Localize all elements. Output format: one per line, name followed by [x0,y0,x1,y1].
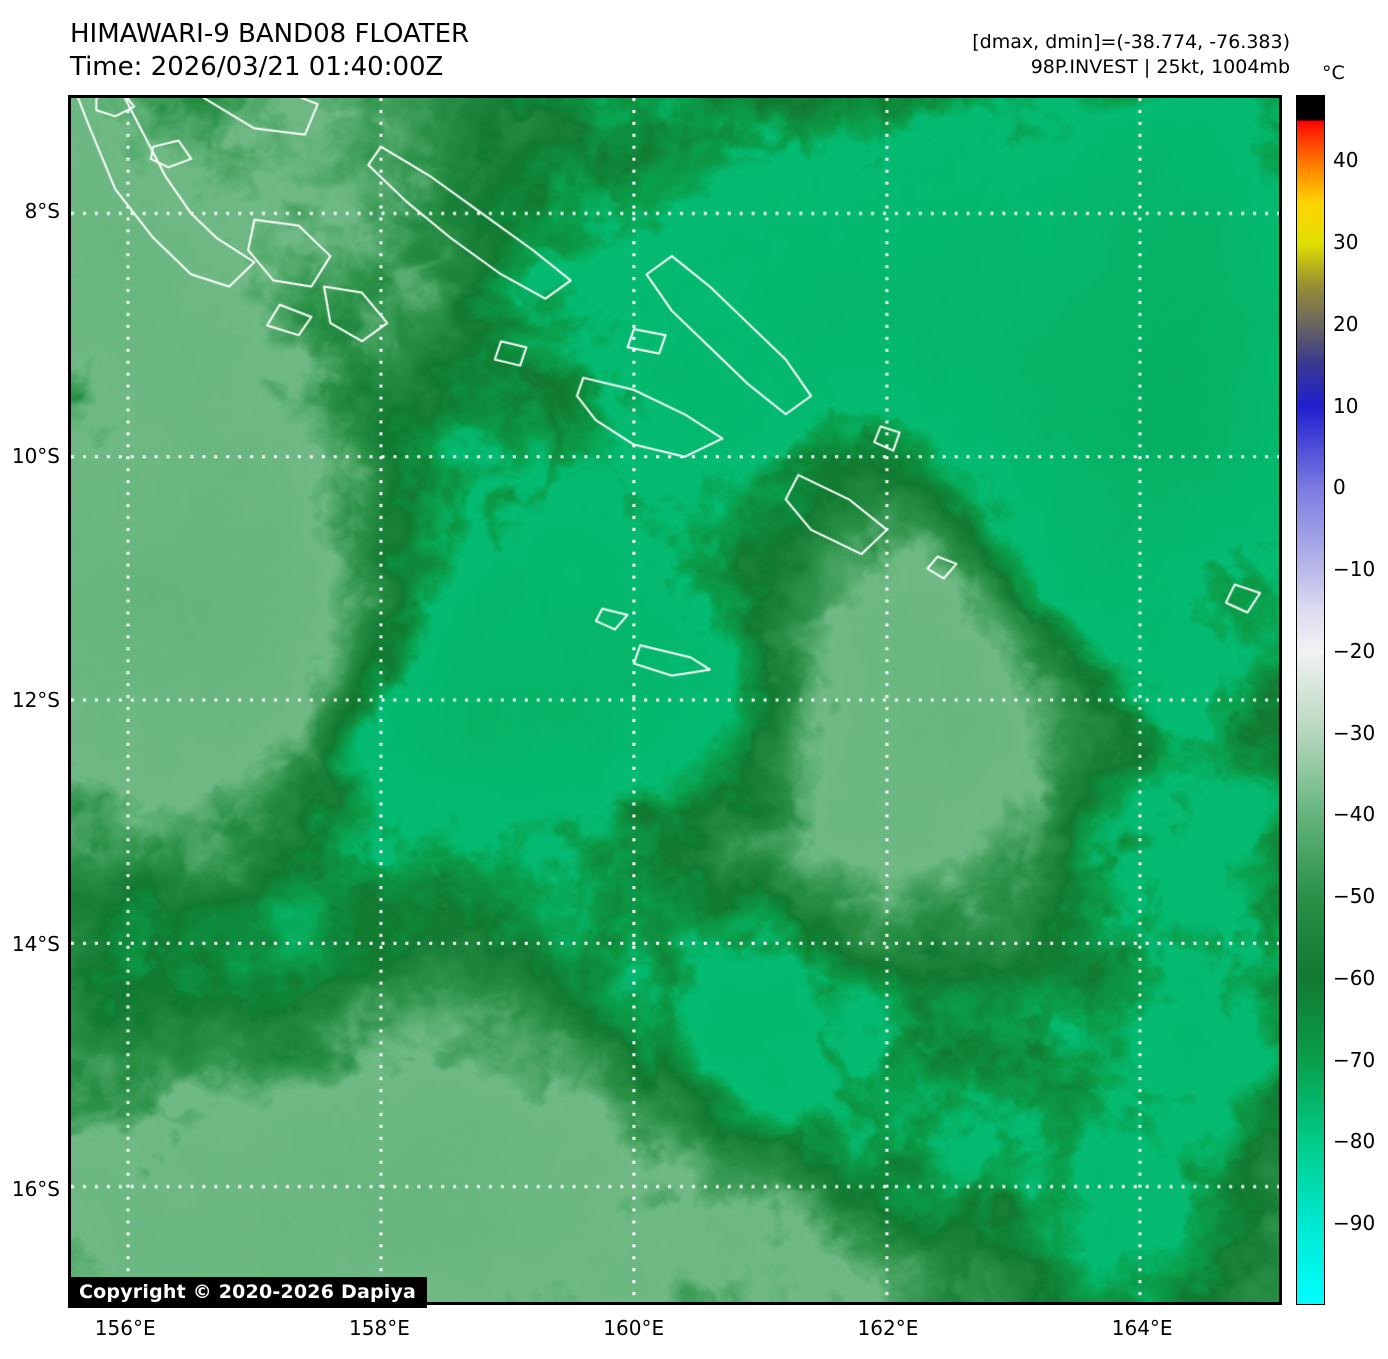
longitude-tick-label: 164°E [1111,1316,1173,1340]
colorbar-tick-label: −40 [1333,802,1376,827]
satellite-brightness-temperature-field [71,98,1279,1302]
colorbar-gradient [1297,96,1324,1304]
longitude-tick-label: 162°E [857,1316,919,1340]
copyright-watermark: Copyright © 2020-2026 Dapiya [68,1277,428,1308]
colorbar-tick-label: −50 [1333,884,1376,909]
latitude-tick-label: 10°S [11,443,60,468]
colorbar-tick-label: −90 [1333,1211,1376,1236]
latitude-tick-label: 12°S [11,688,60,712]
page-title: HIMAWARI-9 BAND08 FLOATER [70,19,470,49]
colorbar-tick-label: 30 [1333,230,1359,255]
timestamp-label: Time: 2026/03/21 01:40:00Z [70,52,444,83]
header-title-block: HIMAWARI-9 BAND08 FLOATER Time: 2026/03/… [70,18,469,85]
storm-info-label: 98P.INVEST | 25kt, 1004mb [1030,55,1290,78]
longitude-tick-label: 160°E [603,1316,665,1340]
colorbar-tick-label: 20 [1333,311,1359,336]
latitude-tick-label: 8°S [24,199,60,224]
latitude-tick-label: 16°S [11,1176,60,1201]
colorbar-tick-label: −10 [1333,557,1376,582]
colorbar-tick-label: −20 [1333,638,1376,663]
temperature-colorbar[interactable] [1296,95,1325,1305]
colorbar-unit-label: °C [1322,62,1345,84]
colorbar-tick-label: −60 [1333,965,1376,990]
longitude-tick-label: 156°E [94,1316,156,1340]
data-minmax-label: [dmax, dmin]=(-38.774, -76.383) [972,31,1290,53]
longitude-tick-label: 158°E [349,1316,410,1340]
colorbar-tick-label: 40 [1333,148,1359,173]
colorbar-tick-label: −30 [1333,720,1376,745]
latitude-tick-label: 14°S [11,932,60,957]
colorbar-tick-label: −80 [1333,1129,1376,1154]
colorbar-tick-label: −70 [1333,1047,1376,1072]
header-meta-block: [dmax, dmin]=(-38.774, -76.383) 98P.INVE… [972,30,1290,79]
colorbar-tick-label: 10 [1333,393,1359,418]
satellite-image-plot[interactable] [68,95,1282,1305]
colorbar-tick-label: 0 [1333,475,1346,500]
